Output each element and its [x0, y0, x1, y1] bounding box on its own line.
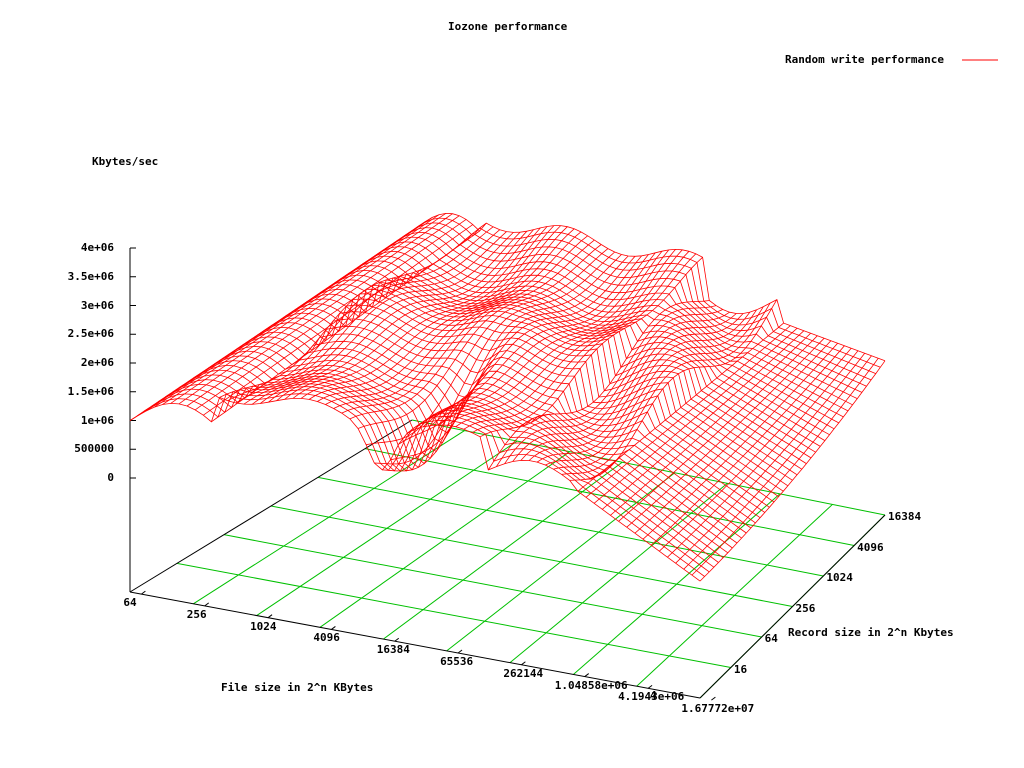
- x-tick-mark: [204, 602, 210, 607]
- z-tick-label: 500000: [74, 442, 114, 456]
- y-tick-label: 4: [650, 689, 657, 702]
- x-tick-mark: [141, 590, 146, 595]
- surface-mesh-line: [383, 231, 867, 387]
- surface-mesh-line: [214, 345, 756, 524]
- x-tick-mark: [267, 614, 273, 619]
- surface-mesh-line: [362, 246, 853, 406]
- surface-wireframe: [129, 212, 886, 582]
- legend-label: Random write performance: [785, 53, 944, 66]
- surface-mesh-line: [221, 341, 761, 519]
- x-tick-mark: [584, 673, 590, 677]
- surface-mesh-line: [463, 251, 690, 430]
- x-tick-label: 4096: [313, 631, 340, 645]
- z-tick-label: 1e+06: [80, 413, 114, 427]
- z-tick-label: 2e+06: [80, 356, 114, 369]
- chart-title: Iozone performance: [448, 20, 568, 33]
- surface-mesh-line: [136, 393, 705, 577]
- surface-mesh-line: [376, 236, 863, 393]
- grid-line: [364, 448, 855, 546]
- surface-mesh-line: [341, 260, 839, 424]
- surface-mesh-line: [317, 226, 568, 402]
- back-left-axis-line: [129, 419, 413, 593]
- y-tick-label: 16: [733, 662, 748, 676]
- x-tick-mark: [521, 661, 526, 666]
- z-tick-label: 3.5e+06: [67, 269, 114, 283]
- z-tick-label: 0: [107, 471, 114, 484]
- surface-mesh-line: [369, 241, 858, 399]
- x-tick-mark: [394, 637, 400, 642]
- x-tick-label: 262144: [503, 666, 544, 680]
- x-tick-label: 65536: [440, 655, 474, 668]
- surface-mesh-line: [291, 284, 807, 464]
- surface-mesh-line: [200, 355, 747, 534]
- grid-line: [317, 476, 824, 577]
- surface-mesh-line: [157, 383, 719, 563]
- x-tick-label: 1.04858e+06: [554, 678, 628, 692]
- z-tick-label: 4e+06: [80, 241, 114, 254]
- surface-mesh-line: [355, 250, 849, 412]
- x-tick-label: 4.1943e+06: [618, 690, 685, 704]
- x-tick-mark: [711, 696, 716, 701]
- y-axis-label: Record size in 2^n Kbytes: [788, 626, 954, 639]
- grid-line: [176, 562, 731, 668]
- x-tick-mark: [331, 626, 336, 630]
- x-tick-mark: [457, 649, 463, 654]
- y-tick-label: 64: [764, 632, 778, 645]
- y-tick-label: 4096: [857, 540, 884, 554]
- y-tick-label: 16384: [888, 510, 922, 523]
- grid-line: [223, 534, 762, 638]
- surface-mesh-line: [561, 302, 771, 475]
- surface-mesh-line: [411, 212, 886, 362]
- x-axis-line: [129, 591, 701, 699]
- surface-mesh-line: [298, 281, 812, 459]
- surface-mesh-line: [320, 274, 826, 441]
- surface-mesh-line: [172, 374, 729, 554]
- surface-mesh-line: [219, 222, 487, 398]
- surface-mesh-line: [143, 389, 710, 573]
- x-tick-mark: [647, 684, 653, 689]
- surface-mesh-line: [165, 379, 724, 559]
- surface-mesh-line: [675, 353, 866, 564]
- x-tick-label: 1024: [250, 619, 277, 633]
- surface-mesh-line: [277, 293, 798, 476]
- surface-mesh-line: [129, 396, 701, 582]
- surface-mesh-line: [626, 337, 825, 528]
- x-axis-label: File size in 2^n KBytes: [221, 681, 374, 694]
- surface-mesh-line: [256, 311, 784, 492]
- surface-mesh-line: [348, 255, 844, 418]
- surface-mesh-line: [404, 217, 881, 368]
- surface-mesh-line: [284, 288, 803, 470]
- surface-mesh-line: [634, 340, 832, 534]
- z-tick-label: 1.5e+06: [67, 384, 114, 398]
- y-tick-label: 1024: [826, 571, 853, 584]
- base-grid: [176, 419, 886, 699]
- x-tick-label: 64: [123, 596, 137, 610]
- y-tick-label: 256: [795, 601, 816, 615]
- x-tick-label: 1.67772e+07: [681, 702, 755, 716]
- y-axis-line: [699, 514, 886, 699]
- surface-mesh-line: [235, 229, 501, 404]
- surface-mesh-line: [207, 350, 752, 529]
- z-tick-label: 2.5e+06: [67, 327, 114, 341]
- surface-mesh-line: [390, 227, 872, 381]
- z-tick-label: 3e+06: [80, 298, 114, 312]
- surface-mesh-line: [327, 269, 830, 436]
- surface-mesh-line: [306, 279, 816, 453]
- surface-mesh-line: [397, 222, 876, 374]
- grid-line: [411, 419, 886, 516]
- surface-mesh-line: [313, 277, 821, 447]
- x-tick-label: 256: [186, 607, 207, 621]
- grid-line: [270, 505, 793, 607]
- x-tick-label: 16384: [376, 643, 410, 657]
- axes: [129, 247, 886, 701]
- surface-mesh-line: [235, 331, 770, 508]
- surface-mesh-line: [659, 348, 852, 552]
- surface-mesh-line: [242, 325, 775, 503]
- surface-mesh-line: [334, 265, 835, 430]
- z-axis-label: Kbytes/sec: [92, 155, 159, 168]
